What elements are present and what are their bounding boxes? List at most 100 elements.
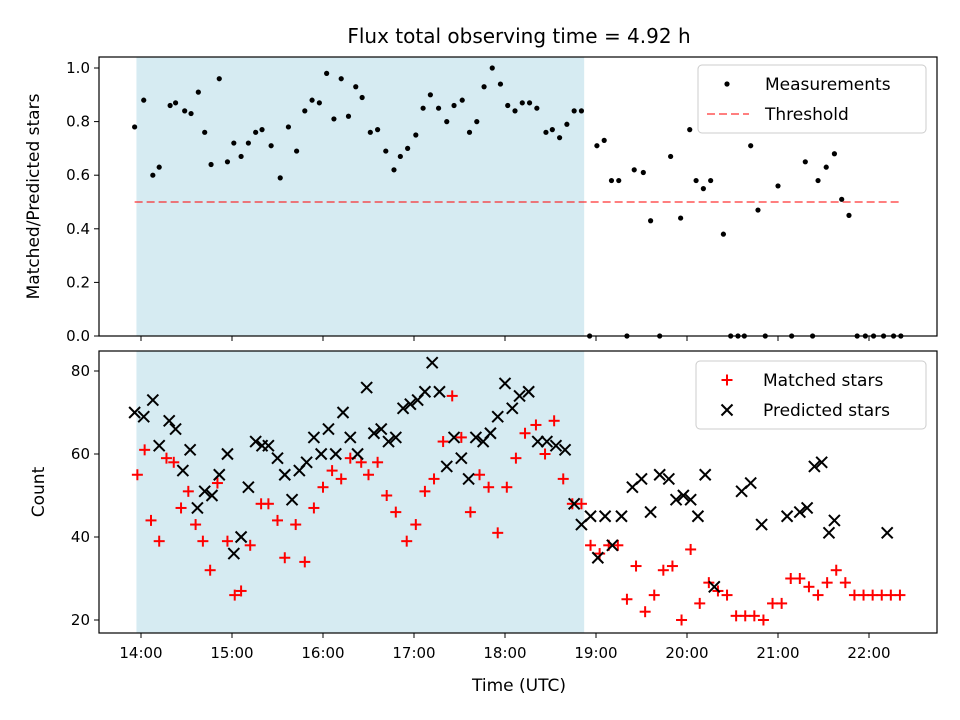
top-y-tick-label: 1.0 (66, 59, 90, 77)
predicted-star-point (669, 493, 683, 506)
matched-star-point (139, 444, 151, 456)
bottom-observing-interval-shade (136, 351, 585, 633)
measurement-point (202, 129, 208, 135)
bottom-x-tick-label: 16:00 (301, 644, 344, 662)
predicted-star-point (336, 406, 350, 419)
predicted-star-point (367, 427, 381, 440)
measurement-point (245, 140, 251, 146)
predicted-star-point (744, 476, 757, 490)
measurement-point (367, 129, 373, 135)
measurement-point (640, 169, 646, 176)
matched-star-point (519, 427, 531, 439)
matched-star-point (221, 535, 233, 547)
measurement-point (549, 127, 555, 133)
predicted-star-point (249, 435, 262, 448)
predicted-star-point (793, 505, 807, 519)
measurement-point (497, 81, 504, 87)
predicted-star-point (531, 435, 544, 448)
predicted-star-point (262, 439, 275, 452)
predicted-star-point (653, 468, 666, 481)
matched-star-point (428, 473, 440, 485)
bottom-y-tick-label: 60 (71, 445, 90, 463)
bottom-panel: 20 40 60 80 14:00 15:00 16:00 17:00 18:00 19:00 20… (29, 350, 938, 696)
matched-star-point (894, 589, 906, 601)
matched-star-point (676, 614, 688, 626)
bottom-x-tick-label: 14:00 (119, 644, 162, 662)
matched-star-point (557, 473, 569, 485)
matched-star-point (757, 614, 769, 626)
matched-star-point (492, 527, 504, 539)
matched-star-point (131, 469, 143, 481)
predicted-star-point (418, 385, 432, 398)
bottom-x-tick-label: 18:00 (483, 644, 526, 662)
predicted-star-point (591, 551, 605, 564)
measurement-point (238, 153, 244, 160)
bottom-x-tick-label: 21:00 (756, 644, 799, 662)
top-observing-interval-shade (136, 57, 585, 336)
bottom-x-tick-label: 22:00 (847, 644, 890, 662)
matched-stars-points (131, 390, 906, 626)
matched-star-point (145, 514, 157, 526)
matched-star-point (748, 610, 760, 622)
predicted-star-point (558, 443, 572, 457)
measurement-point (755, 207, 761, 213)
predicted-star-point (828, 514, 841, 527)
predicted-star-point (491, 410, 504, 423)
predicted-star-point (606, 539, 619, 552)
legend-measurements-marker (724, 81, 730, 87)
measurement-point (359, 94, 365, 101)
predicted-star-point (213, 468, 226, 481)
measurement-point (802, 159, 808, 165)
bottom-x-tick-label: 19:00 (574, 644, 617, 662)
matched-star-point (272, 514, 283, 526)
predicted-star-point (382, 435, 395, 448)
predicted-star-point (271, 451, 284, 465)
predicted-star-point (183, 443, 197, 457)
measurement-point (708, 177, 714, 184)
matched-star-point (153, 535, 165, 547)
predicted-star-point (549, 439, 563, 452)
measurement-point (182, 108, 188, 114)
predicted-stars-points (128, 356, 894, 594)
measurement-point (474, 119, 480, 125)
chart-title: Flux total observing time = 4.92 h (347, 24, 690, 48)
predicted-star-point (498, 377, 512, 390)
matched-star-point (446, 390, 458, 402)
predicted-star-point (822, 526, 836, 540)
measurement-point (383, 148, 389, 154)
predicted-star-point (128, 406, 141, 419)
measurement-point (188, 110, 194, 117)
matched-star-point (839, 577, 851, 589)
bottom-y-tick-label: 40 (71, 528, 90, 546)
predicted-star-point (344, 431, 357, 444)
predicted-star-point (234, 530, 248, 544)
matched-star-point (211, 477, 223, 489)
measurement-point (543, 129, 549, 135)
legend-matched-label: Matched stars (763, 371, 883, 391)
measurement-point (268, 143, 274, 149)
matched-star-point (776, 597, 788, 609)
predicted-star-point (815, 456, 828, 469)
matched-star-point (401, 535, 413, 547)
predicted-star-point (455, 451, 468, 465)
matched-star-point (168, 456, 180, 468)
measurement-point (839, 196, 845, 202)
measurement-point (815, 177, 821, 184)
predicted-star-point (506, 402, 519, 415)
matched-star-point (279, 552, 291, 564)
top-y-tick-label: 0.2 (66, 273, 90, 291)
measurement-point (700, 186, 706, 192)
measurement-point (302, 108, 308, 114)
matched-star-point (437, 436, 449, 448)
matched-star-point (694, 597, 706, 609)
matched-star-point (363, 469, 374, 481)
predicted-star-point (684, 493, 697, 506)
measurement-points (132, 65, 904, 339)
measurement-point (678, 215, 684, 221)
predicted-star-point (351, 447, 364, 461)
predicted-star-point (389, 431, 403, 444)
matched-star-point (575, 498, 587, 510)
matched-star-point (290, 519, 302, 531)
predicted-star-point (440, 460, 453, 473)
